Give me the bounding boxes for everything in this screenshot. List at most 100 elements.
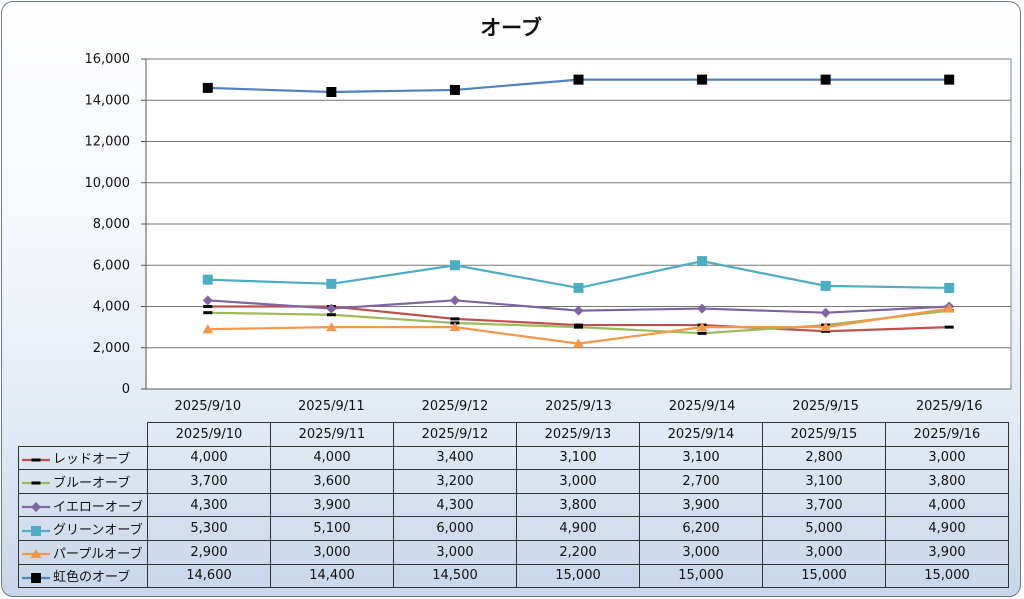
table-header-cell: 2025/9/15 [762,422,886,447]
table-cell: 3,000 [270,539,394,565]
legend-entry: グリーンオーブ [18,516,148,541]
series-4 [202,303,955,348]
y-tick-label: 0 [122,382,130,397]
table-cell: 14,500 [393,563,517,589]
data-point [697,331,707,335]
legend-key [22,481,50,485]
table-cell: 3,900 [639,492,763,518]
x-tick-label: 2025/9/14 [669,399,736,414]
table-row: ブルーオーブ 3,700 3,600 3,200 3,000 2,700 3,100 3,80… [18,469,1009,494]
table-cell: 3,600 [270,469,394,494]
data-point [449,84,460,95]
data-point [326,303,337,314]
table-cell: 2,900 [147,539,271,565]
table-row: イエローオーブ 4,300 3,900 4,300 3,800 3,900 3,700 4,0… [18,492,1009,518]
table-cell: 6,200 [639,516,763,541]
data-point [449,295,460,306]
table-cell: 3,800 [885,469,1009,494]
data-point [202,82,213,93]
data-point [326,313,336,317]
table-cell: 3,400 [393,445,517,471]
series-3 [202,256,955,293]
table-cell: 5,100 [270,516,394,541]
table-header-row: 2025/9/10 2025/9/11 2025/9/12 2025/9/13 2025… [18,422,1009,447]
table-header-cell: 2025/9/13 [516,422,640,447]
table-cell: 2,800 [762,445,886,471]
x-tick-label: 2025/9/11 [298,399,365,414]
data-point [449,260,460,271]
table-header-cell: 2025/9/16 [885,422,1009,447]
table-cell: 4,300 [393,492,517,518]
table-corner [18,422,148,447]
y-tick-label: 4,000 [93,300,130,315]
legend-label: ブルーオーブ [53,475,131,491]
table-cell: 3,100 [762,469,886,494]
table-cell: 6,000 [393,516,517,541]
x-tick-label: 2025/9/12 [422,399,489,414]
data-point [202,324,214,334]
chart-title: オーブ [480,16,542,40]
data-point [820,307,831,318]
legend-key [22,549,50,559]
data-point [696,322,708,332]
table-cell: 3,700 [147,469,271,494]
table-cell: 4,300 [147,492,271,518]
table-cell: 3,000 [885,445,1009,471]
table-cell: 4,000 [270,445,394,471]
data-point [573,338,584,348]
legend-key [22,572,50,583]
legend-entry: レッドオーブ [18,445,148,471]
y-tick-label: 14,000 [85,93,131,108]
legend-label: パープルオーブ [53,546,143,562]
table-cell: 3,000 [516,469,640,494]
data-point [944,282,955,293]
table-cell: 14,400 [270,563,394,589]
legend-marker [31,572,41,583]
data-point [326,278,337,289]
data-point [944,74,955,85]
table-cell: 3,700 [762,492,886,518]
data-point [573,282,584,293]
table-cell: 4,000 [147,445,271,471]
table-cell: 3,900 [885,539,1009,565]
x-tick-label: 2025/9/16 [916,399,983,414]
table-header-cell: 2025/9/14 [639,422,763,447]
legend-label: レッドオーブ [53,452,131,468]
legend-label: グリーンオーブ [53,523,143,539]
table-cell: 4,900 [516,516,640,541]
table-cell: 14,600 [147,563,271,589]
data-point [573,74,584,85]
table-row: グリーンオーブ 5,300 5,100 6,000 4,900 6,200 5,000 4,9… [18,516,1009,541]
data-point [574,325,583,329]
legend-key [22,458,50,462]
legend-label: イエローオーブ [53,499,144,515]
data-point [202,295,213,306]
x-tick-label: 2025/9/15 [792,399,859,414]
table-cell: 4,000 [885,492,1009,518]
table-cell: 4,900 [885,516,1009,541]
legend-label: 虹色のオーブ [53,570,131,586]
series-5 [202,74,955,97]
legend-entry: パープルオーブ [18,539,148,565]
x-tick-label: 2025/9/13 [545,399,612,414]
table-row: 虹色のオーブ 14,600 14,400 14,500 15,000 15,000 15,0… [18,563,1009,589]
y-tick-label: 2,000 [93,341,130,356]
legend-marker [31,525,41,536]
data-point [574,323,583,327]
data-point [325,322,337,332]
table-cell: 15,000 [639,563,763,589]
table-cell: 15,000 [516,563,640,589]
data-point [697,256,708,267]
table-header-cell: 2025/9/12 [393,422,517,447]
table-cell: 3,000 [762,539,886,565]
data-point [820,280,831,291]
legend-entry: ブルーオーブ [18,469,148,494]
table-cell: 3,000 [393,539,517,565]
table-cell: 3,100 [516,445,640,471]
data-point [573,305,584,316]
data-point [820,74,831,85]
table-row: レッドオーブ 4,000 4,000 3,400 3,100 3,100 2,800 3,00… [18,445,1009,471]
legend-entry: イエローオーブ [18,492,148,518]
table-cell: 3,200 [393,469,517,494]
